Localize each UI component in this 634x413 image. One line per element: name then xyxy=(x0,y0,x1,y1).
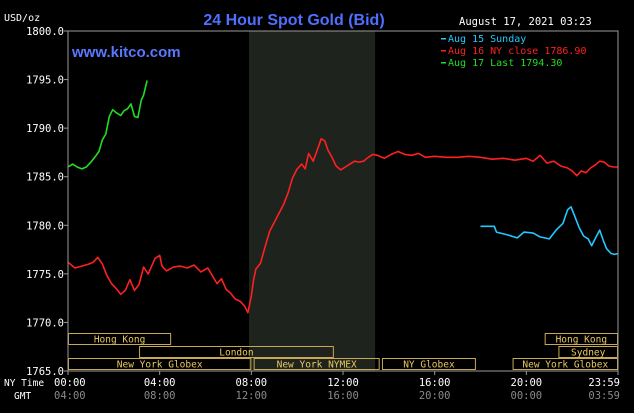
x-tick-label-gmt: 08:00 xyxy=(144,390,176,402)
y-tick-label: 1790.0 xyxy=(26,123,64,135)
y-tick-label: 1795.0 xyxy=(26,75,64,87)
row-label-ny-time: NY Time xyxy=(4,378,44,389)
market-session-label: Hong Kong xyxy=(556,335,607,346)
x-tick-label-gmt: 16:00 xyxy=(327,390,359,402)
watermark-url: www.kitco.com xyxy=(71,44,181,61)
legend-entry-aug15: Aug 15 Sunday xyxy=(448,34,526,45)
market-session-label: NY Globex xyxy=(403,360,455,371)
y-tick-label: 1775.0 xyxy=(26,269,64,281)
x-tick-label-gmt: 00:00 xyxy=(511,390,543,402)
x-tick-label-gmt: 04:00 xyxy=(54,390,86,402)
market-session-box xyxy=(139,346,334,358)
legend-entry-aug17: Aug 17 Last 1794.30 xyxy=(448,58,562,69)
market-session-label: New York Globex xyxy=(522,360,608,371)
market-session-label: New York Globex xyxy=(117,360,203,371)
datetime-stamp: August 17, 2021 03:23 xyxy=(459,16,592,28)
x-tick-label-gmt: 12:00 xyxy=(236,390,268,402)
market-session-label: Hong Kong xyxy=(94,335,145,346)
legend-swatch-aug17 xyxy=(441,62,446,64)
y-tick-label: 1765.0 xyxy=(26,366,64,378)
legend: Aug 15 Sunday Aug 16 NY close 1786.90 Au… xyxy=(441,34,586,69)
legend-entry-aug16: Aug 16 NY close 1786.90 xyxy=(448,46,586,57)
y-tick-label: 1800.0 xyxy=(26,26,64,38)
row-label-gmt: GMT xyxy=(14,391,31,402)
market-session-6: NY Globex xyxy=(381,358,476,371)
y-tick-label: 1785.0 xyxy=(26,172,64,184)
market-session-1: Hong Kong xyxy=(544,333,619,346)
x-tick-label-ny: 00:00 xyxy=(54,377,86,389)
x-tick-label-ny: 16:00 xyxy=(419,377,451,389)
x-tick-label-ny: 04:00 xyxy=(144,377,176,389)
market-session-2: London xyxy=(139,346,334,359)
market-session-7: New York Globex xyxy=(512,358,618,371)
x-tick-label-gmt: 20:00 xyxy=(419,390,451,402)
market-session-label: New York NYMEX xyxy=(277,360,357,371)
x-tick-label-ny: 20:00 xyxy=(511,377,543,389)
x-tick-label-ny: 12:00 xyxy=(327,377,359,389)
chart-title: 24 Hour Spot Gold (Bid) xyxy=(203,12,384,29)
x-tick-label-gmt: 03:59 xyxy=(588,390,620,402)
y-tick-label: 1770.0 xyxy=(26,317,64,329)
x-tick-label-ny: 23:59 xyxy=(588,377,620,389)
market-session-5: New York NYMEX xyxy=(253,358,380,371)
market-session-box xyxy=(253,358,380,370)
series-line-2 xyxy=(67,80,148,170)
y-unit-label: USD/oz xyxy=(4,13,40,24)
series-line-1 xyxy=(67,138,618,314)
series-line-0 xyxy=(480,206,619,256)
market-session-label: London xyxy=(219,348,253,359)
legend-swatch-aug16 xyxy=(441,50,446,52)
market-session-box xyxy=(381,358,476,370)
nymex-session-highlight xyxy=(249,31,376,371)
market-session-label: Sydney xyxy=(571,348,606,359)
y-tick-label: 1780.0 xyxy=(26,220,64,232)
legend-swatch-aug15 xyxy=(441,38,446,40)
x-tick-label-ny: 08:00 xyxy=(236,377,268,389)
